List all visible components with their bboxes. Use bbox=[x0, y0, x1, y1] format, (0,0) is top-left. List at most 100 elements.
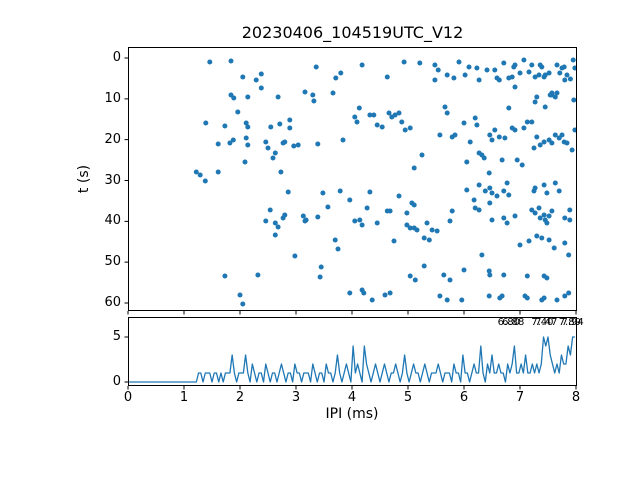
scatter-point bbox=[245, 94, 251, 100]
scatter-point bbox=[356, 105, 362, 111]
peak-annotation: 7.47 bbox=[535, 317, 558, 328]
scatter-point bbox=[275, 94, 281, 100]
scatter-ytick-label: 0 bbox=[112, 50, 121, 65]
scatter-point bbox=[414, 227, 420, 233]
scatter-point bbox=[317, 274, 323, 280]
scatter-point bbox=[227, 140, 233, 146]
scatter-point bbox=[374, 220, 380, 226]
scatter-point bbox=[287, 125, 293, 131]
scatter-point bbox=[496, 77, 502, 83]
scatter-point bbox=[539, 64, 545, 70]
scatter-point bbox=[426, 237, 432, 243]
scatter-point bbox=[230, 137, 236, 143]
scatter-point bbox=[552, 132, 558, 138]
scatter-point bbox=[537, 142, 543, 148]
scatter-point bbox=[462, 72, 468, 78]
scatter-point bbox=[367, 112, 373, 118]
scatter-point bbox=[399, 119, 405, 125]
scatter-point bbox=[496, 134, 502, 140]
scatter-point bbox=[472, 205, 478, 211]
scatter-point bbox=[387, 290, 393, 296]
scatter-point bbox=[267, 207, 273, 213]
scatter-point bbox=[374, 122, 380, 128]
scatter-point bbox=[569, 147, 575, 153]
scatter-point bbox=[536, 72, 542, 78]
scatter-point bbox=[572, 65, 576, 71]
scatter-point bbox=[347, 197, 353, 203]
scatter-point bbox=[517, 70, 523, 76]
scatter-point bbox=[481, 155, 487, 161]
scatter-point bbox=[499, 157, 505, 163]
scatter-point bbox=[539, 235, 545, 241]
scatter-point bbox=[570, 57, 576, 63]
scatter-point bbox=[272, 220, 278, 226]
scatter-point bbox=[258, 85, 264, 91]
scatter-point bbox=[487, 132, 493, 138]
scatter-point bbox=[310, 92, 316, 98]
scatter-point bbox=[447, 277, 453, 283]
scatter-point bbox=[519, 162, 525, 168]
scatter-point bbox=[318, 264, 324, 270]
scatter-point bbox=[476, 207, 482, 213]
scatter-point bbox=[526, 69, 532, 75]
scatter-point bbox=[492, 127, 498, 133]
scatter-point bbox=[546, 237, 552, 243]
scatter-point bbox=[459, 297, 465, 303]
scatter-point bbox=[451, 75, 457, 81]
scatter-point bbox=[275, 224, 281, 230]
scatter-point bbox=[521, 125, 527, 131]
scatter-point bbox=[546, 70, 552, 76]
scatter-point bbox=[487, 185, 493, 191]
scatter-point bbox=[300, 213, 306, 219]
scatter-point bbox=[474, 65, 480, 71]
scatter-point bbox=[320, 190, 326, 196]
scatter-point bbox=[546, 213, 552, 219]
scatter-point bbox=[562, 77, 568, 83]
scatter-point bbox=[337, 188, 343, 194]
hist-xtick-label: 6 bbox=[459, 390, 469, 405]
scatter-point bbox=[486, 268, 492, 274]
hist-xtick-label: 8 bbox=[571, 390, 581, 405]
scatter-point bbox=[461, 120, 467, 126]
scatter-point bbox=[464, 159, 470, 165]
histogram-line bbox=[129, 336, 575, 383]
scatter-point bbox=[237, 292, 243, 298]
scatter-point bbox=[396, 193, 402, 199]
scatter-points bbox=[193, 57, 576, 307]
scatter-point bbox=[272, 150, 278, 156]
scatter-plot bbox=[128, 47, 577, 311]
scatter-point bbox=[562, 293, 568, 299]
scatter-point bbox=[421, 235, 427, 241]
scatter-point bbox=[517, 242, 523, 248]
scatter-point bbox=[532, 185, 538, 191]
scatter-point bbox=[285, 189, 291, 195]
scatter-point bbox=[501, 60, 507, 66]
scatter-point bbox=[526, 238, 532, 244]
scatter-point bbox=[270, 155, 276, 161]
scatter-point bbox=[357, 217, 363, 223]
scatter-point bbox=[364, 205, 370, 211]
scatter-point bbox=[371, 112, 377, 118]
scatter-point bbox=[333, 75, 339, 81]
scatter-point bbox=[387, 208, 393, 214]
scatter-point bbox=[242, 159, 248, 165]
scatter-point bbox=[222, 273, 228, 279]
scatter-point bbox=[402, 127, 408, 133]
scatter-point bbox=[291, 143, 297, 149]
scatter-point bbox=[222, 123, 228, 129]
hist-xtick-label: 7 bbox=[515, 390, 525, 405]
scatter-point bbox=[302, 89, 308, 95]
scatter-point bbox=[392, 112, 398, 118]
scatter-point bbox=[352, 218, 358, 224]
scatter-point bbox=[325, 204, 331, 210]
scatter-point bbox=[258, 71, 264, 77]
scatter-point bbox=[557, 70, 563, 76]
scatter-point bbox=[359, 222, 365, 228]
scatter-point bbox=[489, 137, 495, 143]
scatter-point bbox=[567, 207, 573, 213]
hist-xtick-label: 5 bbox=[403, 390, 413, 405]
scatter-point bbox=[544, 275, 550, 281]
scatter-point bbox=[506, 192, 512, 198]
scatter-point bbox=[529, 119, 535, 125]
scatter-point bbox=[282, 212, 288, 218]
